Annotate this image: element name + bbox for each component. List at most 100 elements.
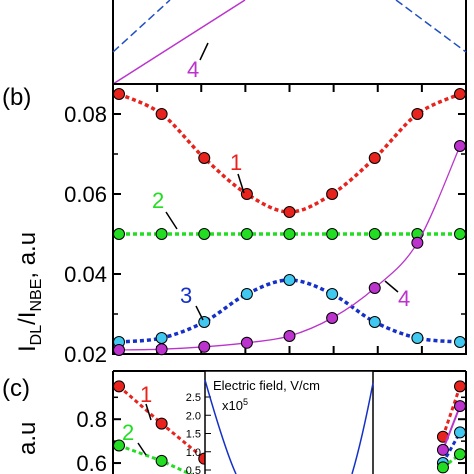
panel-c-series [113, 380, 466, 474]
b-point-series-4 [113, 344, 125, 356]
b-y-tick-label: 0.06 [64, 182, 107, 207]
panel-c-label: (c) [2, 375, 30, 402]
b-point-series-3 [283, 274, 296, 286]
b-point-series-1 [198, 152, 211, 164]
panel-c-y-axis-title: a.u [14, 422, 41, 455]
panel-a-dashed-line-left [112, 0, 171, 53]
panel-c: (c) 0.6 0.8 a.u 1 2 Electric field, V/cm … [2, 370, 467, 474]
inset-y-tick-label: 2.5 [186, 392, 201, 404]
inset-multiplier: x105 [222, 397, 248, 413]
b-point-series-1 [368, 152, 381, 164]
y-title-sep: /I [14, 312, 41, 325]
c-point-series-1 [113, 439, 125, 452]
c-series-line-2 [441, 385, 462, 438]
b-point-series-2 [368, 228, 381, 240]
b-point-series-2 [155, 228, 168, 240]
c-y-tick-label: 0.8 [76, 407, 107, 432]
b-point-series-4 [198, 340, 211, 353]
c-point-series-3 [436, 443, 449, 456]
panel-c-curve-label-2: 2 [122, 420, 134, 445]
c-point-series-4 [454, 426, 466, 439]
y-title-sub2: NBE [28, 279, 45, 312]
inset-multiplier-exp: 5 [243, 397, 248, 407]
panel-b-leader-3 [195, 305, 204, 321]
b-point-series-2 [240, 228, 253, 240]
c-point-series-1 [155, 454, 168, 467]
panel-b-leader-1 [237, 173, 245, 194]
c-point-series-5 [454, 448, 466, 461]
b-point-series-4 [326, 312, 339, 324]
inset-y-tick-label: 1.5 [186, 429, 201, 441]
b-point-series-1 [411, 108, 424, 120]
panel-b-frame [112, 83, 467, 355]
panel-a-curve-4 [112, 0, 246, 85]
panel-b-curve-label-2: 2 [152, 188, 164, 213]
inset-curve [204, 379, 374, 474]
panel-b-label: (b) [2, 84, 31, 111]
b-point-series-3 [368, 316, 381, 328]
c-point-series-0 [155, 417, 168, 430]
panel-b-series [113, 88, 466, 356]
panel-b-leader-4 [384, 280, 399, 293]
panel-a-curve-label-4: 4 [187, 57, 199, 82]
panel-b-curve-label-3: 3 [180, 283, 192, 308]
b-point-series-3 [454, 336, 466, 348]
c-y-tick-label: 0.6 [76, 451, 107, 474]
c-point-series-2 [454, 380, 466, 393]
panel-b: (b) 0.02 0.04 0.06 0.08 IDL/INBE, a.u 1 2 3… [2, 83, 467, 367]
inset-y-tick-label: 1.0 [186, 447, 201, 459]
c-point-series-5 [436, 461, 449, 474]
panel-a: 4 [112, 0, 467, 85]
y-title-unit: , a.u [14, 232, 41, 279]
y-title-main: I [14, 345, 41, 352]
c-point-series-0 [113, 380, 125, 393]
b-point-series-4 [368, 282, 381, 294]
panel-c-leader-2 [137, 442, 147, 456]
c-series-line-3 [442, 405, 461, 451]
b-point-series-4 [283, 330, 296, 342]
b-point-series-2 [113, 228, 125, 240]
b-y-tick-label: 0.04 [64, 262, 107, 287]
b-point-series-2 [454, 228, 466, 240]
b-point-series-1 [155, 108, 168, 120]
b-series-line-4 [118, 145, 461, 351]
b-point-series-4 [411, 236, 424, 249]
b-point-series-2 [198, 228, 211, 240]
panel-a-curve-4-leader [199, 42, 209, 61]
inset-frame [204, 370, 374, 474]
inset-title: Electric field, V/cm [213, 378, 320, 393]
b-point-series-3 [411, 332, 424, 344]
b-point-series-4 [240, 336, 253, 349]
panel-b-curve-label-4: 4 [398, 286, 410, 311]
b-point-series-1 [113, 88, 125, 100]
b-point-series-1 [283, 206, 296, 218]
b-point-series-2 [326, 228, 339, 240]
inset-y-tick-label: 0.5 [186, 465, 201, 474]
b-point-series-3 [240, 288, 253, 300]
panel-b-curve-label-1: 1 [230, 150, 242, 175]
inset-multiplier-base: x10 [222, 398, 243, 413]
panel-a-dashed-line-right [395, 0, 467, 53]
inset-ticks: 2.5 2.0 1.5 1.0 0.5 [186, 392, 211, 474]
panel-c-ticks: 0.6 0.8 [76, 396, 466, 474]
b-point-series-1 [326, 188, 339, 200]
b-point-series-2 [283, 228, 296, 240]
panel-b-leader-2 [165, 211, 178, 230]
panel-b-y-axis-title: IDL/INBE, a.u [14, 232, 45, 352]
inset-y-tick-label: 2.0 [186, 410, 201, 422]
b-point-series-3 [198, 316, 211, 328]
b-point-series-4 [454, 140, 466, 152]
b-y-tick-label: 0.02 [64, 342, 107, 367]
b-point-series-4 [155, 343, 168, 356]
y-title-sub1: DL [28, 325, 45, 346]
c-point-series-3 [454, 400, 466, 413]
b-point-series-1 [454, 88, 466, 100]
b-point-series-3 [326, 288, 339, 300]
b-series-line-1 [118, 92, 461, 214]
panel-c-curve-label-1: 1 [140, 382, 152, 407]
inset-chart: Electric field, V/cm x105 2.5 2.0 1.5 1.0 0.… [186, 370, 374, 474]
panel-c-leader-1 [145, 403, 152, 421]
b-point-series-3 [155, 332, 168, 344]
panel-b-ticks: 0.02 0.04 0.06 0.08 [64, 84, 466, 367]
